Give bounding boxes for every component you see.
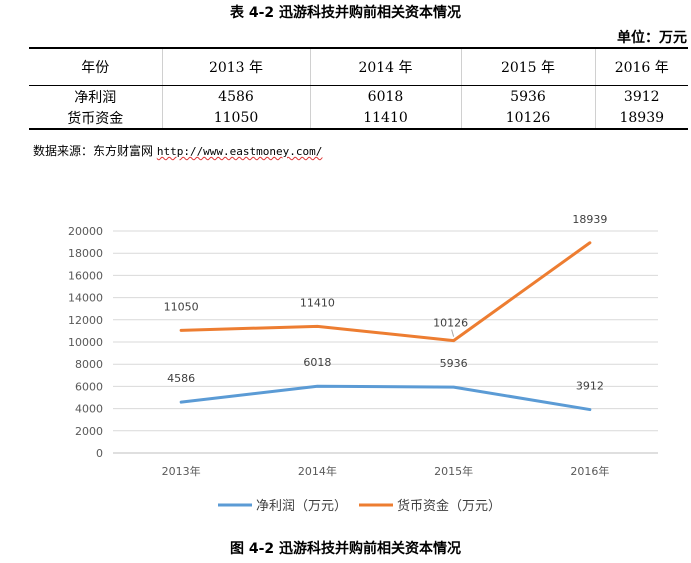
table-cell: 11050 — [161, 107, 311, 130]
unit-label: 单位：万元 — [617, 30, 687, 46]
table-row: 净利润 4586 6018 5936 3912 — [29, 85, 688, 107]
source-prefix: 数据来源：东方财富网 — [33, 144, 157, 158]
source-url[interactable]: http://www.eastmoney.com/ — [156, 145, 323, 158]
data-label: 18939 — [572, 213, 607, 226]
y-tick-label: 14000 — [68, 292, 103, 305]
y-tick-label: 18000 — [68, 247, 103, 260]
series-line — [179, 241, 592, 343]
y-tick-label: 16000 — [68, 269, 103, 282]
y-tick-label: 2000 — [75, 425, 103, 438]
table-cell: 净利润 — [29, 85, 163, 107]
y-tick-label: 4000 — [75, 403, 103, 416]
data-label: 11410 — [300, 296, 335, 309]
table-cell: 4586 — [161, 85, 311, 107]
table-cell: 5936 — [460, 85, 596, 107]
y-tick-label: 8000 — [75, 358, 103, 371]
x-tick-label: 2016年 — [570, 464, 609, 478]
data-label: 10126 — [433, 317, 468, 330]
table-row: 货币资金 11050 11410 10126 18939 — [29, 107, 688, 130]
table-header-cell: 2013 年 — [161, 47, 311, 86]
data-label: 5936 — [440, 357, 468, 370]
table-header-cell: 2016 年 — [594, 47, 688, 86]
y-tick-label: 6000 — [75, 380, 103, 393]
y-tick-label: 12000 — [68, 314, 103, 327]
table-header-cell: 年份 — [29, 47, 163, 86]
data-label: 11050 — [164, 300, 199, 313]
figure-caption: 图 4-2 迅游科技并购前相关资本情况 — [229, 541, 462, 557]
x-tick-label: 2015年 — [434, 464, 473, 478]
label-leader-line — [451, 329, 455, 337]
table-header-row: 年份 2013 年 2014 年 2015 年 2016 年 — [29, 47, 688, 86]
data-label: 6018 — [303, 356, 331, 369]
table-cell: 11410 — [309, 107, 462, 130]
table-cell: 货币资金 — [29, 107, 163, 130]
table-cell: 6018 — [309, 85, 462, 107]
data-source-note: 数据来源：东方财富网 http://www.eastmoney.com/ — [33, 142, 322, 159]
x-tick-label: 2013年 — [162, 464, 201, 478]
y-tick-label: 0 — [96, 447, 103, 460]
x-tick-label: 2014年 — [298, 464, 337, 478]
y-tick-label: 10000 — [68, 336, 103, 349]
table-header-cell: 2014 年 — [309, 47, 462, 86]
data-label: 3912 — [576, 380, 604, 393]
series-line — [179, 384, 592, 412]
table-header-cell: 2015 年 — [460, 47, 596, 86]
table-cell: 3912 — [594, 85, 688, 107]
capital-table: 年份 2013 年 2014 年 2015 年 2016 年 净利润 4586 … — [29, 47, 688, 130]
table-cell: 10126 — [460, 107, 596, 130]
table-title: 表 4-2 迅游科技并购前相关资本情况 — [229, 5, 462, 21]
table-cell: 18939 — [594, 107, 688, 130]
legend-label: 货币资金（万元） — [397, 498, 501, 514]
capital-line-chart: 0 2000 4000 6000 8000 10000 12000 14000 16000 180… — [68, 213, 658, 514]
legend-label: 净利润（万元） — [256, 499, 347, 514]
data-label: 4586 — [167, 372, 195, 385]
y-tick-label: 20000 — [68, 225, 103, 238]
